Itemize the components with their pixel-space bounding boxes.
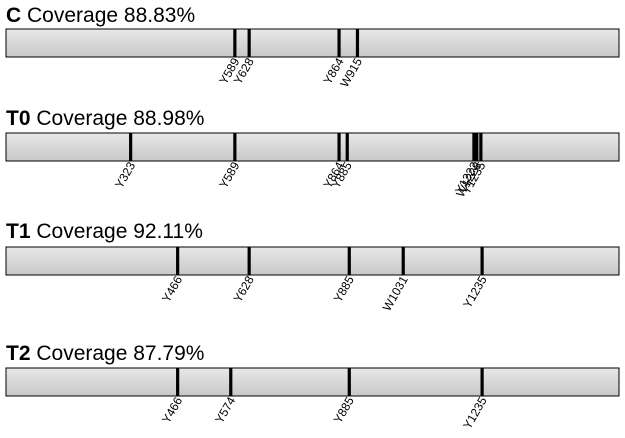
track-title: T0 Coverage 88.98% bbox=[6, 107, 204, 130]
coverage-bar bbox=[5, 367, 620, 397]
coverage-text: Coverage 88.83% bbox=[21, 4, 195, 27]
site-label: Y466 bbox=[159, 394, 185, 426]
track-title: T1 Coverage 92.11% bbox=[6, 220, 203, 243]
site-label: W1031 bbox=[380, 273, 411, 313]
site-label: Y885 bbox=[331, 273, 357, 305]
sample-name: T0 bbox=[6, 107, 31, 130]
track-t1: T1 Coverage 92.11% Y466 Y628 Y885 W1031 Y1235 bbox=[5, 220, 620, 313]
coverage-bar bbox=[5, 28, 620, 58]
track-t2: T2 Coverage 87.79% Y466 Y574 Y885 Y1235 bbox=[5, 342, 620, 432]
track-title: T2 Coverage 87.79% bbox=[6, 342, 204, 365]
sample-name: C bbox=[6, 4, 21, 27]
site-label: Y885 bbox=[331, 394, 357, 426]
site-label: Y589 bbox=[216, 159, 242, 191]
site-label: Y628 bbox=[231, 273, 257, 305]
coverage-text: Coverage 88.98% bbox=[31, 107, 205, 130]
site-label: Y1235 bbox=[460, 394, 490, 431]
track-title: C Coverage 88.83% bbox=[6, 4, 195, 27]
site-label: Y323 bbox=[112, 159, 138, 191]
coverage-text: Coverage 92.11% bbox=[31, 220, 203, 243]
sample-name: T1 bbox=[6, 220, 31, 243]
coverage-text: Coverage 87.79% bbox=[31, 342, 205, 365]
site-label: Y574 bbox=[212, 394, 238, 426]
sample-name: T2 bbox=[6, 342, 31, 365]
coverage-bar bbox=[5, 246, 620, 276]
site-label: Y466 bbox=[159, 273, 185, 305]
coverage-bar bbox=[5, 132, 620, 162]
site-label: Y1235 bbox=[460, 273, 490, 310]
